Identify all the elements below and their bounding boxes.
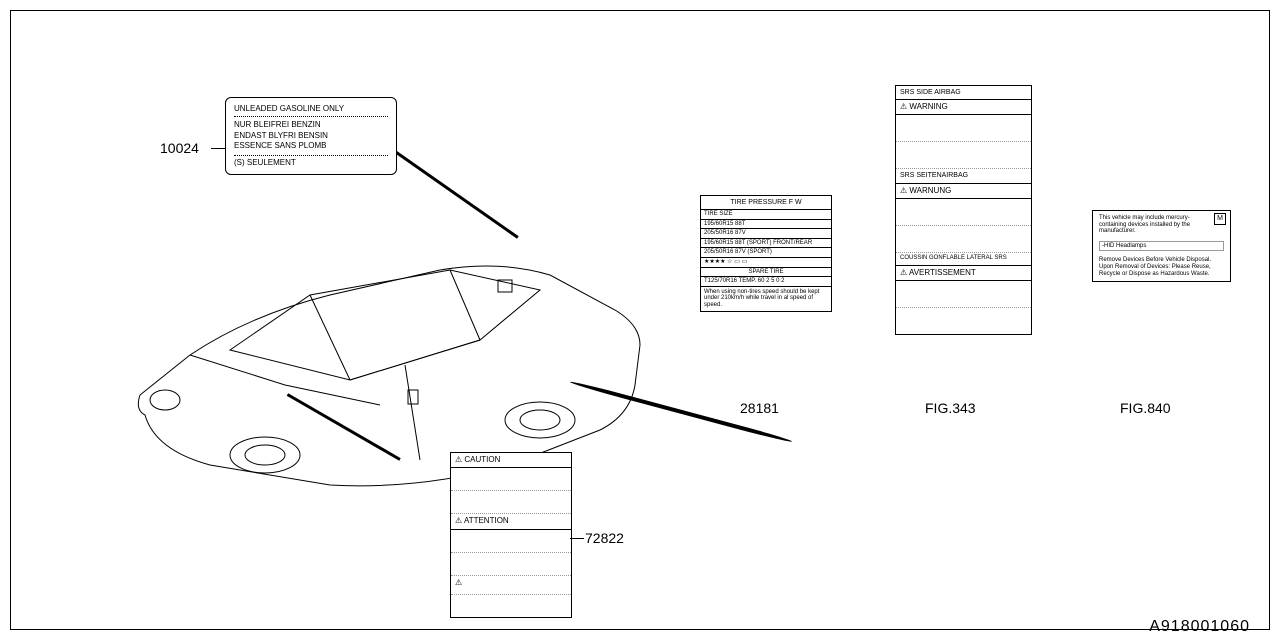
fuel-line: ENDAST BLYFRI BENSIN <box>234 131 388 141</box>
fig-mercury: FIG.840 <box>1120 400 1171 416</box>
fig-airbag: FIG.343 <box>925 400 976 416</box>
mercury-line: This vehicle may include mercury-contain… <box>1099 215 1212 235</box>
airbag-title: COUSSIN GONFLABLE LATERAL SRS <box>896 253 1031 266</box>
label-tire: TIRE PRESSURE F W TIRE SIZE 195/60R15 88… <box>700 195 832 312</box>
airbag-warn: WARNING <box>896 100 1031 115</box>
tire-row: 205/50R16 87V <box>701 229 831 239</box>
airbag-body <box>896 281 1031 308</box>
fuel-line: NUR BLEIFREI BENZIN <box>234 120 388 130</box>
tire-row: 205/50R16 87V (SPORT) <box>701 248 831 258</box>
mercury-line: -HID Headlamps <box>1099 241 1224 252</box>
tire-spare-row: T125/70R16 TEMP. 60 2 5 0 2 <box>701 277 831 287</box>
label-mercury: M This vehicle may include mercury-conta… <box>1092 210 1231 282</box>
tire-note: When using non-tires speed should be kep… <box>701 287 831 311</box>
tire-row: 195/60R15 88T (SPORT) FRONT/REAR <box>701 239 831 249</box>
airbag-body <box>896 308 1031 334</box>
label-airbag: SRS SIDE AIRBAG WARNING SRS SEITENAIRBAG… <box>895 85 1032 335</box>
airbag-warn: WARNUNG <box>896 184 1031 199</box>
airbag-body <box>896 115 1031 142</box>
airbag-warn: AVERTISSEMENT <box>896 266 1031 281</box>
attention-header: ATTENTION <box>451 514 571 529</box>
caution-body <box>451 595 571 617</box>
airbag-body <box>896 142 1031 169</box>
tire-icons: ★★★★ ☆ ▭ ▭ <box>701 258 831 268</box>
leader-num-fuel <box>211 148 225 149</box>
airbag-body <box>896 199 1031 226</box>
part-number-tire: 28181 <box>740 400 779 416</box>
part-number-caution: 72822 <box>585 530 624 546</box>
diagram-id: A918001060 <box>1149 618 1250 636</box>
tire-spare: SPARE TIRE <box>701 268 831 278</box>
tire-title: TIRE PRESSURE F W <box>701 196 831 210</box>
fuel-line: (S) SEULEMENT <box>234 155 388 168</box>
caution-body <box>451 491 571 514</box>
leader-num-caution <box>570 538 584 539</box>
caution-body <box>451 468 571 491</box>
caution-header: CAUTION <box>451 453 571 468</box>
mercury-line: Remove Devices Before Vehicle Disposal. … <box>1099 257 1224 277</box>
mercury-corner: M <box>1214 213 1226 225</box>
fuel-line: UNLEADED GASOLINE ONLY <box>234 104 388 117</box>
airbag-title: SRS SIDE AIRBAG <box>896 86 1031 100</box>
part-number-fuel: 10024 <box>160 140 199 156</box>
airbag-body <box>896 226 1031 253</box>
caution-body <box>451 553 571 576</box>
tire-row: 195/60R15 88T <box>701 220 831 230</box>
fuel-line: ESSENCE SANS PLOMB <box>234 141 388 151</box>
label-fuel: UNLEADED GASOLINE ONLY NUR BLEIFREI BENZ… <box>225 97 397 175</box>
label-caution: CAUTION ATTENTION ⚠ <box>450 452 572 618</box>
caution-body <box>451 530 571 553</box>
airbag-title: SRS SEITENAIRBAG <box>896 169 1031 183</box>
caution-icon-row: ⚠ <box>451 576 571 595</box>
tire-row: TIRE SIZE <box>701 210 831 220</box>
